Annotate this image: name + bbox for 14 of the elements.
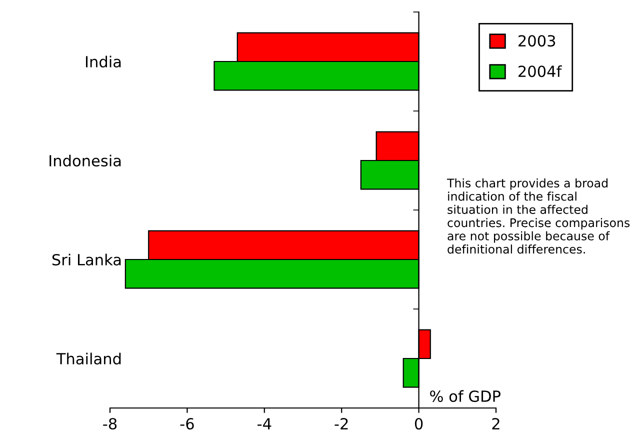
x-tick-label: 0 xyxy=(414,418,423,430)
legend-label: 2003 xyxy=(518,35,556,47)
y-tick-label: India xyxy=(86,56,121,68)
x-tick-label: -6 xyxy=(180,418,194,430)
x-axis-title: % of GDP xyxy=(430,390,500,402)
legend-label: 2004f xyxy=(518,65,562,78)
y-tick-label: Sri Lanka xyxy=(52,254,121,266)
y-tick-label: Indonesia xyxy=(50,154,121,167)
y-tick-label: Thailand xyxy=(56,352,121,365)
x-tick-label: -4 xyxy=(258,418,272,430)
x-tick-label: -2 xyxy=(334,418,348,430)
x-tick-label: -8 xyxy=(103,418,117,430)
annotation: This chart provides a broad indication of the fiscal situation in the affected countries. Precise comparisons are not possible because of definitional differences. xyxy=(446,178,630,254)
x-tick-label: 2 xyxy=(492,418,500,430)
